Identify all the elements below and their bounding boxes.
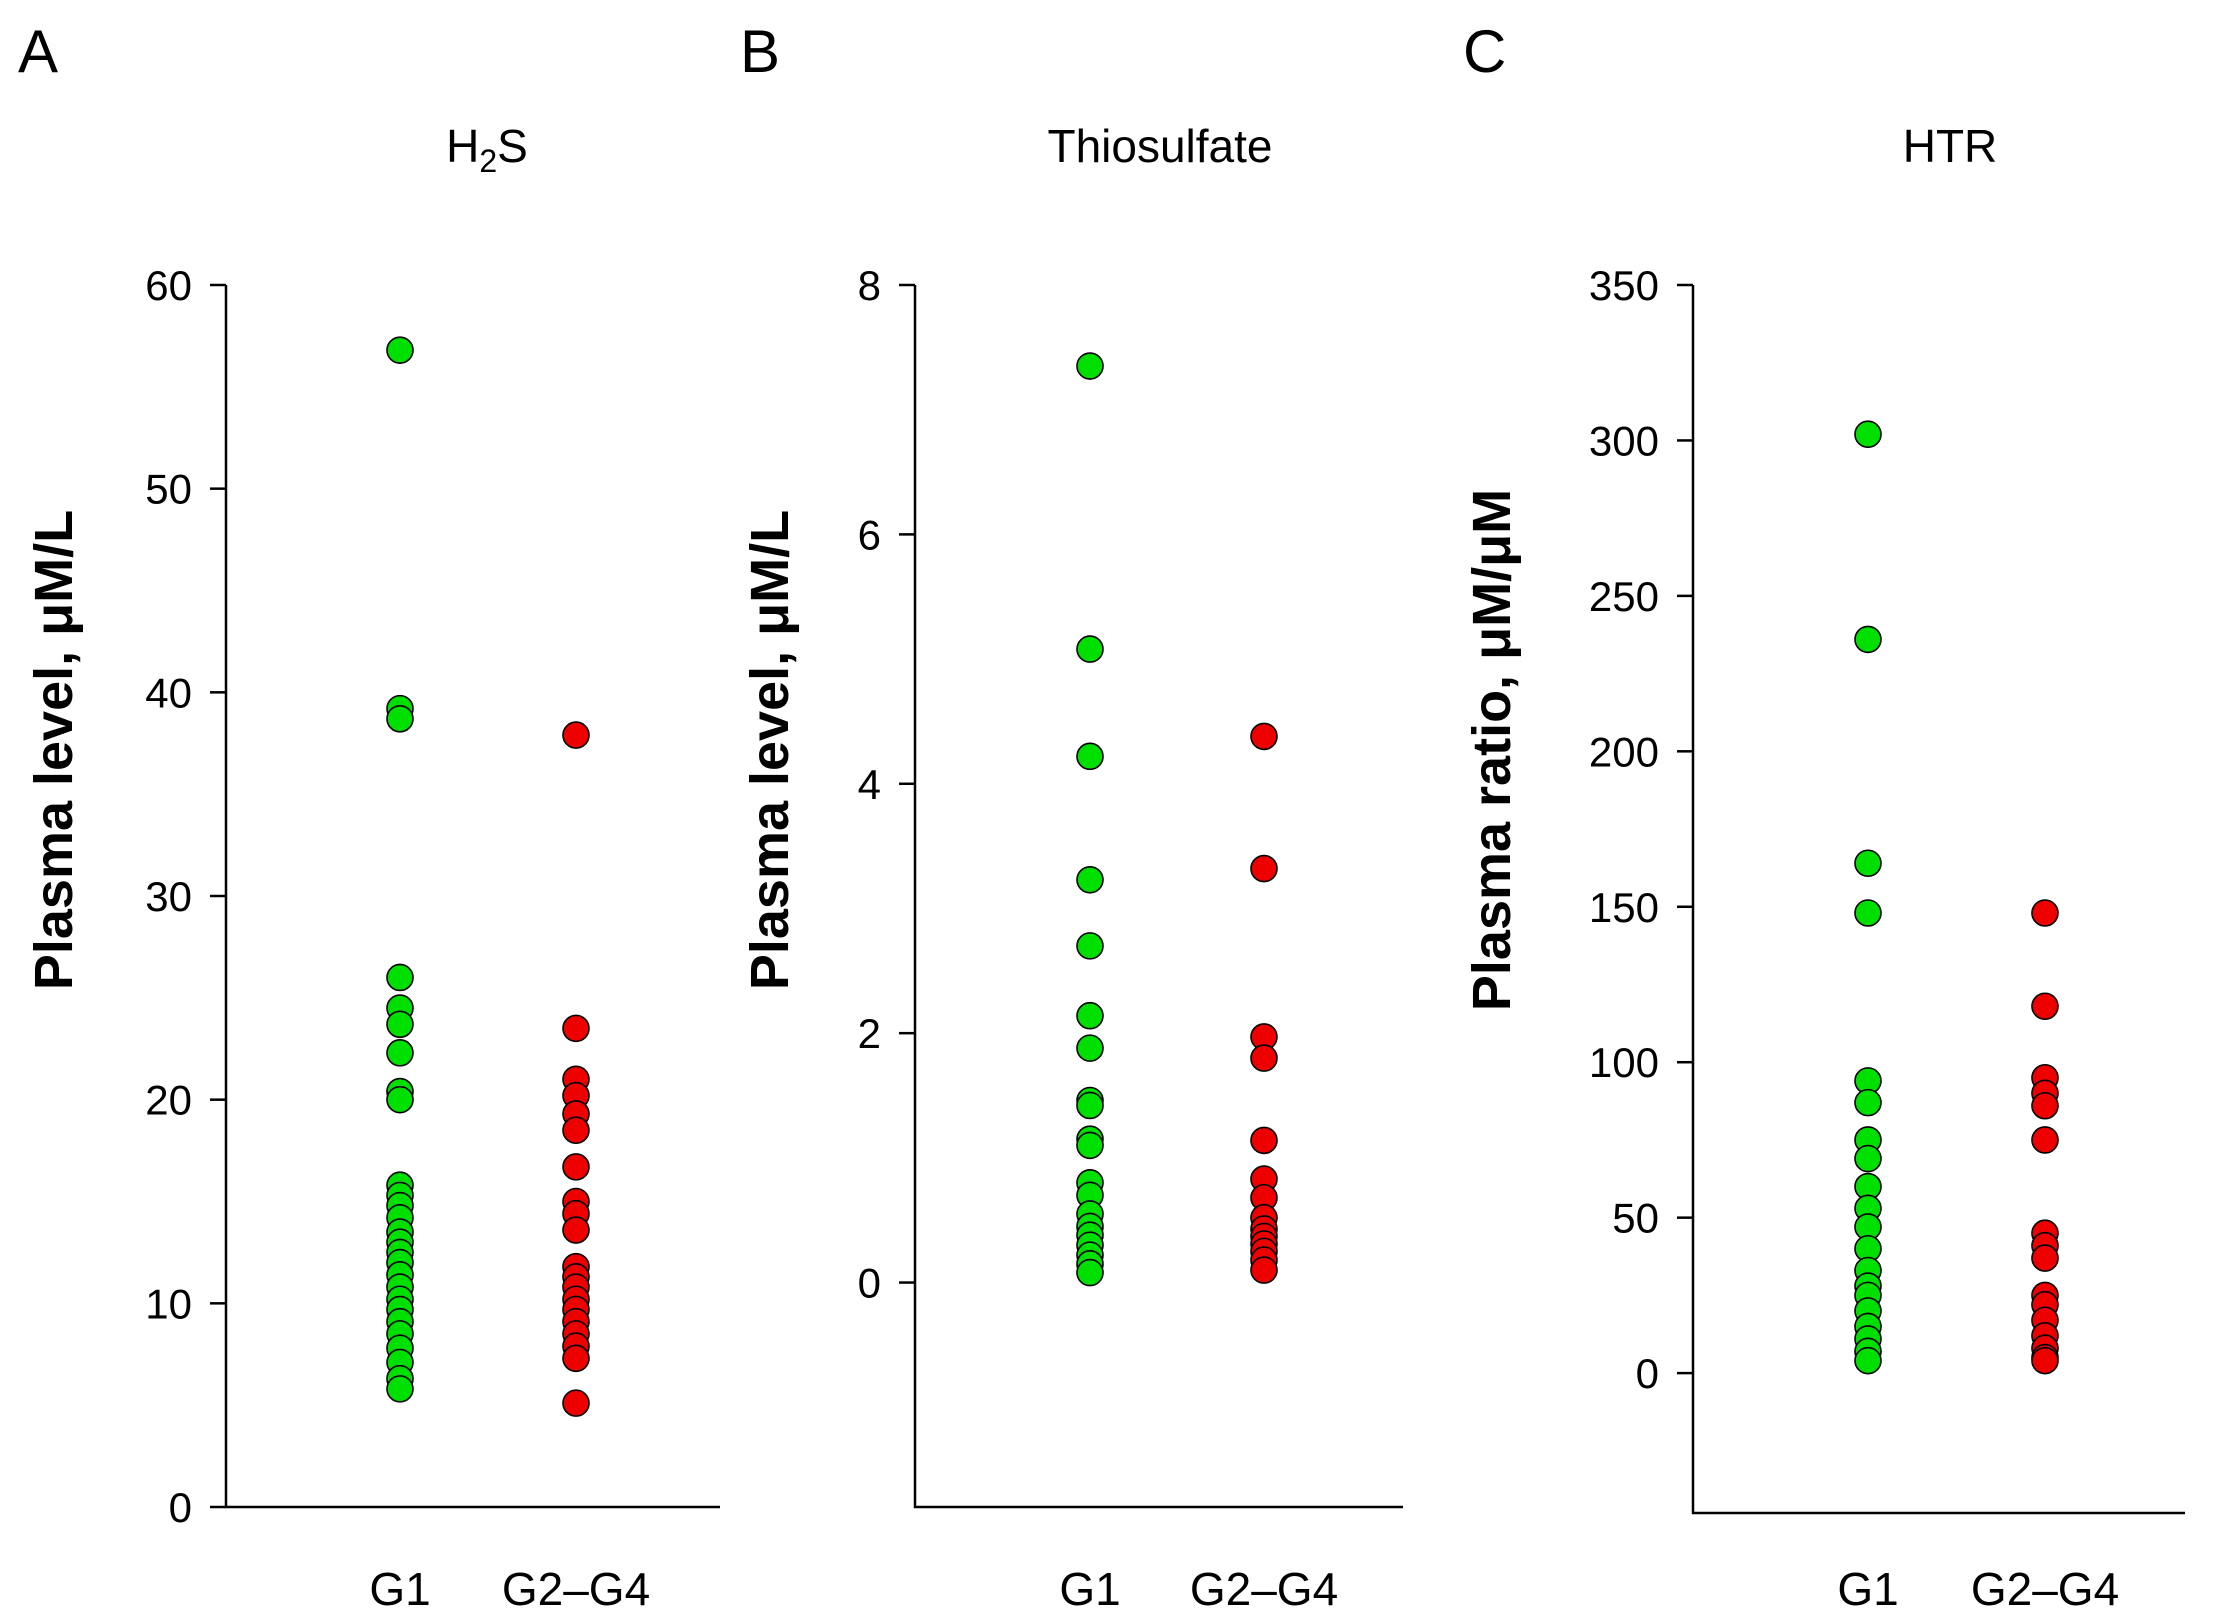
data-point [1854,1088,1882,1117]
data-point [1076,932,1104,960]
y-ticks: 0 10 20 30 40 50 60 [145,262,226,1531]
y-tick-label: 0 [169,1484,192,1531]
data-point [2031,1244,2059,1272]
data-point [1854,1144,1882,1173]
data-point [562,1014,590,1043]
y-axis-label: Plasma ratio, μM/μM [1462,489,1522,1011]
data-point [1250,722,1278,751]
y-axis-label: Plasma level, μM/L [740,510,800,990]
data-point [1854,625,1882,654]
data-point [1854,849,1882,878]
data-point [1076,1258,1104,1287]
y-tick-label: 0 [1636,1350,1659,1397]
x-tick-label: G2–G4 [1971,1563,2119,1615]
data-point [386,1375,414,1403]
data-point [562,1153,590,1181]
data-point [1076,635,1104,663]
y-tick-label: 40 [145,669,192,716]
y-axis-label: Plasma level, μM/L [24,510,84,990]
y-tick-label: 250 [1589,573,1659,620]
data-point [1250,1126,1278,1155]
data-point [1076,1131,1104,1160]
data-points [1076,352,1278,1287]
y-ticks: 0 50 100 150 200 250 300 350 [1589,262,1693,1397]
y-tick-label: 50 [145,466,192,513]
data-points [1854,420,2059,1375]
panel-b: B Thiosulfate Plasma level, μM/L 0 2 4 6 8 G… [740,18,1403,1615]
data-point [1076,352,1104,380]
y-tick-label: 8 [858,262,881,309]
axes [913,285,1403,1509]
data-point [562,1389,590,1417]
data-point [1854,1346,1882,1375]
data-point [386,336,414,364]
data-point [2031,899,2059,927]
y-tick-label: 100 [1589,1039,1659,1086]
data-point [562,1116,590,1145]
x-tick-label: G2–G4 [502,1563,650,1615]
data-point [1076,1034,1104,1062]
data-point [1076,1091,1104,1120]
y-ticks: 0 2 4 6 8 [858,262,915,1307]
x-tick-label: G1 [369,1563,430,1615]
data-point [562,1344,590,1373]
x-tick-label: G1 [1837,1563,1898,1615]
y-tick-label: 350 [1589,262,1659,309]
x-tick-labels: G1 G2–G4 [1837,1563,2119,1615]
data-point [1250,854,1278,883]
data-point [386,963,414,992]
chart-title: HTR [1903,120,1998,172]
axes [224,285,720,1509]
data-point [562,1216,590,1244]
x-tick-label: G1 [1059,1563,1120,1615]
data-points [386,336,590,1417]
data-point [2031,1346,2059,1375]
y-tick-label: 300 [1589,417,1659,464]
panel-letter: A [18,18,58,85]
data-point [386,1010,414,1039]
data-point [1076,1001,1104,1030]
data-point [386,1085,414,1114]
data-point [2031,1126,2059,1154]
data-point [1250,1256,1278,1284]
chart-title: H2S [446,120,528,179]
data-point [2031,1091,2059,1120]
data-point [1854,899,1882,927]
panel-letter: B [740,18,780,85]
y-tick-label: 30 [145,873,192,920]
data-point [386,705,414,733]
y-tick-label: 6 [858,511,881,558]
data-point [2031,992,2059,1021]
y-tick-label: 10 [145,1280,192,1327]
panel-a: A H2S Plasma level, μM/L 0 10 20 30 40 50 60 G… [18,18,720,1615]
y-tick-label: 20 [145,1077,192,1124]
y-tick-label: 4 [858,761,881,808]
data-point [1076,865,1104,894]
panel-letter: C [1463,18,1506,85]
panel-c: C HTR Plasma ratio, μM/μM 0 50 100 150 200 25… [1462,18,2185,1615]
data-point [562,721,590,749]
axes [1691,285,2185,1515]
y-tick-label: 50 [1612,1195,1659,1242]
x-tick-labels: G1 G2–G4 [369,1563,650,1615]
y-tick-label: 200 [1589,728,1659,775]
y-tick-label: 150 [1589,884,1659,931]
y-tick-label: 60 [145,262,192,309]
x-tick-label: G2–G4 [1190,1563,1338,1615]
data-point [1854,420,1882,449]
data-point [1076,742,1104,771]
data-point [1250,1044,1278,1072]
x-tick-labels: G1 G2–G4 [1059,1563,1338,1615]
data-point [386,1039,414,1067]
y-tick-label: 2 [858,1010,881,1057]
y-tick-label: 0 [858,1260,881,1307]
chart-title: Thiosulfate [1047,120,1272,172]
